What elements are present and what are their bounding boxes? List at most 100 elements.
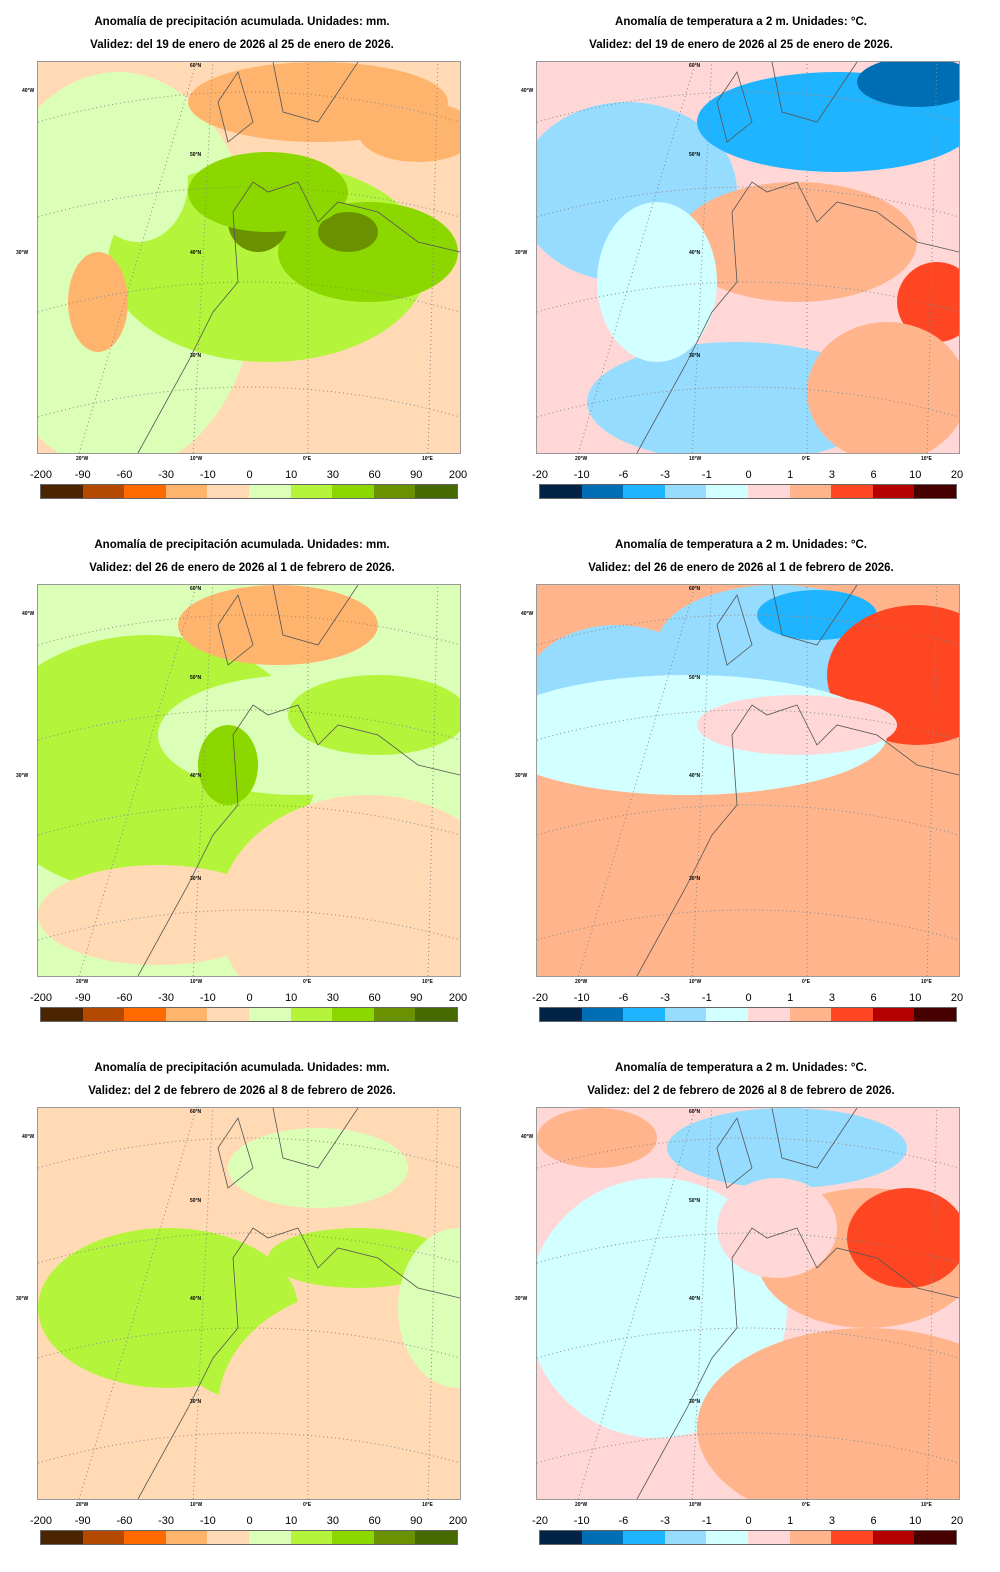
lat-label: 30°N — [190, 353, 202, 359]
colorbar-swatch — [664, 485, 707, 498]
colorbar-tick-label: 60 — [368, 1515, 381, 1527]
colorbar-tick-label: 1 — [787, 992, 794, 1004]
colorbar-tick-label: 0 — [745, 469, 752, 481]
anomaly-region — [218, 1288, 460, 1499]
colorbar-swatch — [415, 1008, 457, 1021]
meridian — [926, 585, 938, 976]
lat-label: 60°N — [190, 1109, 202, 1115]
lon-label: 0°E — [802, 979, 811, 985]
colorbar-swatch — [747, 1531, 790, 1544]
colorbar-swatch — [41, 1008, 83, 1021]
colorbar-tick-label: -200 — [29, 1515, 53, 1527]
colorbar-tick-label: -1 — [701, 469, 712, 481]
colorbar-swatch — [623, 485, 665, 498]
lon-edge-label: 30°W — [16, 1296, 29, 1302]
lat-label: 30°N — [689, 353, 701, 359]
colorbar-tick-label: -30 — [158, 469, 175, 481]
lat-label: 60°N — [190, 63, 202, 69]
colorbar-tick-label: -200 — [29, 469, 53, 481]
colorbar-swatch — [914, 1008, 956, 1021]
parallel — [38, 91, 460, 123]
lon-label: 20°W — [575, 456, 588, 462]
lat-label: 50°N — [689, 1198, 701, 1204]
colorbar-swatch — [207, 1531, 249, 1544]
colorbar-tick-label: -90 — [74, 1515, 91, 1527]
colorbar-tick-label: -20 — [532, 992, 548, 1004]
meridian — [926, 1108, 938, 1499]
lat-label: 50°N — [689, 675, 701, 681]
colorbar-tick-label: 30 — [326, 992, 340, 1004]
colorbar-swatch — [747, 1008, 790, 1021]
anomaly-region — [637, 745, 959, 976]
colorbar-swatch — [332, 1008, 374, 1021]
colorbar-tick-label: -20 — [532, 469, 548, 481]
colorbar-swatch — [581, 1008, 624, 1021]
meridian — [192, 585, 214, 976]
colorbar-tick-label: -10 — [573, 1515, 590, 1527]
colorbar-swatch — [290, 1008, 333, 1021]
parallel — [38, 709, 460, 741]
colorbar-swatch — [872, 485, 915, 498]
parallel — [38, 1432, 460, 1464]
anomaly-region — [677, 182, 917, 302]
colorbar-swatch — [831, 1531, 873, 1544]
colorbar-tick-label: 1 — [787, 1515, 794, 1527]
colorbar-tick-label: -30 — [158, 1515, 175, 1527]
lon-label: 0°E — [303, 979, 312, 985]
colorbar-swatch — [914, 1531, 956, 1544]
colorbar-tick-label: -6 — [618, 1515, 629, 1527]
lat-label: 30°N — [190, 876, 202, 882]
lat-label: 60°N — [689, 586, 701, 592]
anomaly-map — [37, 61, 461, 454]
colorbar-tick-label: 6 — [870, 1515, 877, 1527]
anomaly-region — [268, 1228, 448, 1288]
colorbar-tick-label: 60 — [368, 992, 381, 1004]
panel-title: Anomalía de temperatura a 2 m. Unidades:… — [615, 539, 867, 551]
meridian — [427, 1108, 439, 1499]
lon-edge-label: 40°W — [22, 1134, 35, 1140]
lat-label: 50°N — [689, 152, 701, 158]
colorbar-swatch — [664, 1008, 707, 1021]
coastline — [137, 585, 460, 976]
parallel — [38, 1327, 460, 1359]
colorbar-swatch — [373, 485, 416, 498]
parallel — [537, 281, 959, 313]
lon-edge-label: 30°W — [515, 250, 528, 256]
lat-label: 40°N — [190, 773, 202, 779]
colorbar-swatch — [540, 1008, 582, 1021]
parallel — [38, 909, 460, 941]
colorbar-tick-label: 20 — [950, 992, 964, 1004]
anomaly-region — [318, 212, 378, 252]
colorbar-tick-label: -3 — [660, 469, 670, 481]
colorbar-swatch — [581, 485, 624, 498]
colorbar-tick-label: 20 — [950, 1515, 964, 1527]
colorbar-tick-label: 10 — [909, 469, 922, 481]
panel-title: Anomalía de precipitación acumulada. Uni… — [94, 16, 390, 28]
colorbar-tick-label: 0 — [246, 469, 253, 481]
parallel — [537, 1137, 959, 1169]
anomaly-region — [178, 585, 378, 665]
colorbar-swatch — [124, 485, 166, 498]
colorbar-tick-label: 200 — [448, 1515, 468, 1527]
lon-label: 0°E — [303, 456, 312, 462]
parallel — [38, 1232, 460, 1264]
map-panel-5-precip: Anomalía de precipitación acumulada. Uni… — [0, 1046, 500, 1569]
colorbar-tick-label: 3 — [828, 992, 835, 1004]
colorbar-tick-label: -10 — [573, 992, 590, 1004]
lon-edge-label: 40°W — [22, 611, 35, 617]
lat-label: 40°N — [689, 1296, 701, 1302]
colorbar-swatch — [207, 485, 249, 498]
coastline — [636, 62, 959, 453]
parallel — [537, 804, 959, 836]
meridian — [192, 62, 214, 453]
colorbar-tick-label: 6 — [870, 992, 877, 1004]
colorbar-tick-label: 90 — [410, 1515, 423, 1527]
meridian — [577, 1108, 697, 1499]
anomaly-map — [37, 1107, 461, 1500]
colorbar-swatch — [248, 1008, 291, 1021]
lon-label: 10°E — [422, 456, 433, 462]
anomaly-region — [68, 252, 128, 352]
colorbar-tick-label: -10 — [199, 992, 216, 1004]
lon-label: 20°W — [76, 456, 89, 462]
colorbar — [40, 1007, 458, 1022]
